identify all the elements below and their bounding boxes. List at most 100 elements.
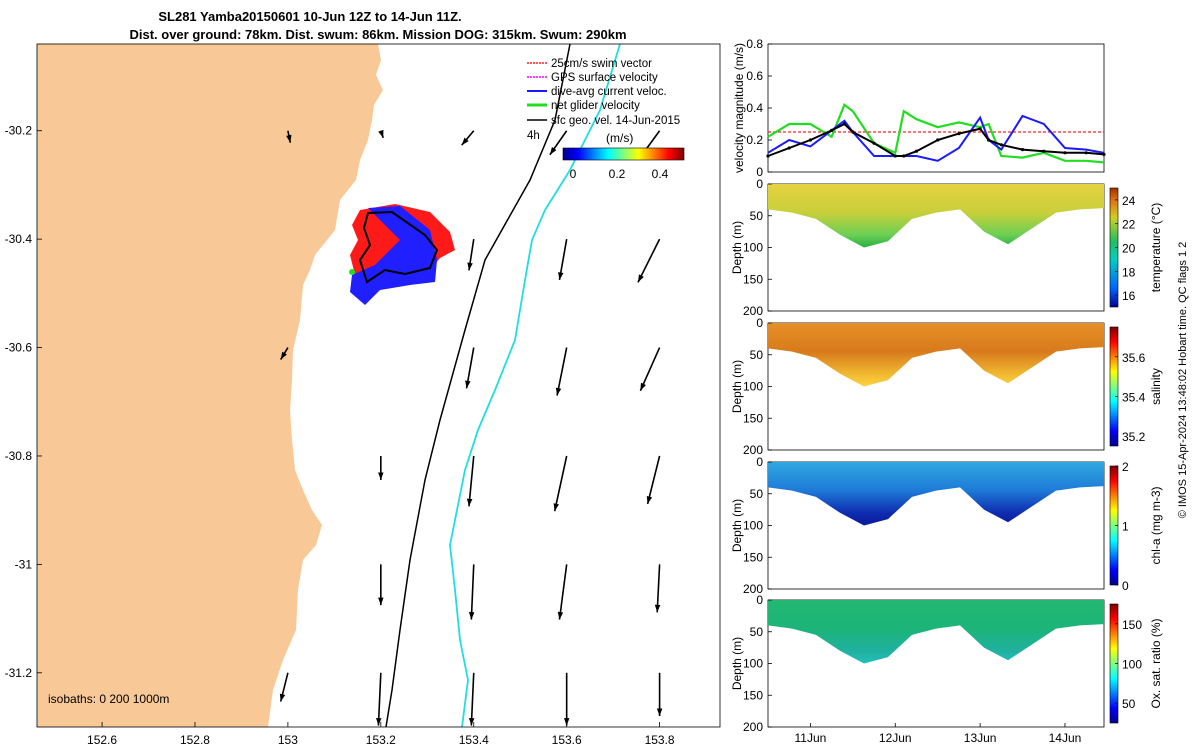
- map-y-tick-label: -31: [15, 557, 33, 571]
- geo-point: [999, 143, 1003, 147]
- section-ylabel: Depth (m): [730, 637, 744, 690]
- map-y-ticks: -30.2 -30.4 -30.6 -30.8 -31 -31.2: [5, 124, 42, 680]
- geo-velocity-arrow: [466, 455, 475, 507]
- section-ylabel: Depth (m): [730, 360, 744, 413]
- colorbar-tick-0: 0: [570, 167, 577, 181]
- section-y-tick-label: 100: [743, 241, 763, 255]
- legend-net: net glider velocity: [551, 100, 640, 112]
- section-y-tick-label: 0: [756, 316, 763, 330]
- geo-velocity-arrow: [558, 239, 568, 281]
- legend-swim: 25cm/s swim vector: [551, 58, 652, 70]
- section-y-tick-label: 50: [750, 487, 764, 501]
- section-x-tick-label: 14Jun: [1049, 731, 1082, 745]
- geo-point: [1084, 151, 1088, 155]
- geo-velocity-arrow: [654, 564, 661, 613]
- geo-velocity-arrow: [378, 455, 384, 480]
- geo-velocity-arrow: [378, 129, 384, 139]
- geo-velocity-arrow: [465, 347, 475, 389]
- title-line-1: SL281 Yamba20150601 10-Jun 12Z to 14-Jun…: [158, 9, 461, 24]
- section-ylabel: Depth (m): [730, 221, 744, 274]
- legend-current: dive-avg current veloc.: [551, 86, 667, 98]
- geo-point: [766, 154, 770, 158]
- map-x-tick-label: 153.6: [552, 733, 582, 747]
- map-x-tick-label: 153.8: [645, 733, 675, 747]
- map-colorbar: [562, 147, 685, 161]
- geo-velocity-arrows: [279, 129, 663, 726]
- map-legend: 25cm/s swim vector GPS surface velocity …: [527, 58, 685, 181]
- colorbar-tick-label: 35.4: [1122, 390, 1146, 404]
- velocity-series-net: [767, 103, 1105, 164]
- geo-point: [936, 138, 940, 142]
- geo-point: [902, 154, 906, 158]
- map-y-tick-label: -30.2: [5, 124, 33, 138]
- geo-point: [1063, 151, 1067, 155]
- geo-point: [1020, 148, 1025, 152]
- velocity-series-geo: [767, 122, 1105, 157]
- land-coastline: [37, 44, 383, 727]
- velocity-panel: 0 0.2 0.4 0.6 0.8 velocity magnitude (m/s): [732, 37, 1106, 179]
- map-panel: 152.6 152.8 153 153.2 153.4 153.6 153.8 -30.2-…: [5, 43, 721, 747]
- map-x-ticks: 152.6 152.8 153 153.2 153.4 153.6 153.8: [87, 722, 675, 747]
- geo-velocity-arrow: [461, 130, 475, 146]
- section-y-tick-label: 150: [743, 411, 763, 425]
- section-field: [768, 600, 1104, 664]
- legend-note: 4h: [527, 130, 540, 142]
- geo-velocity-arrow: [557, 564, 568, 620]
- section-y-tick-label: 50: [750, 209, 764, 223]
- map-y-tick-label: -30.4: [5, 232, 33, 246]
- section-y-tick-label: 100: [743, 380, 763, 394]
- geo-velocity-arrow: [637, 238, 661, 283]
- section-y-tick-label: 0: [756, 593, 763, 607]
- geo-point: [787, 146, 791, 150]
- section-y-tick-label: 50: [750, 625, 764, 639]
- geo-velocity-arrow: [656, 672, 663, 716]
- colorbar-tick-label: 18: [1122, 265, 1136, 279]
- section-ylabel: Depth (m): [730, 499, 744, 552]
- section-colorbar-label: Ox. sat. ratio (%): [1149, 618, 1163, 708]
- map-x-tick-label: 152.8: [180, 733, 210, 747]
- section-x-tick-label: 13Jun: [964, 731, 997, 745]
- map-x-tick-label: 153.4: [459, 733, 489, 747]
- glider-track: [349, 204, 455, 305]
- section-colorbar-label: salinity: [1149, 368, 1163, 405]
- legend-gps: GPS surface velocity: [551, 72, 658, 84]
- geo-point: [842, 122, 846, 126]
- section-panel-salinity: 0 50 100 150 200 Depth (m) 35.6 35.4 35.2 salinit…: [730, 316, 1163, 457]
- section-y-tick-label: 100: [743, 519, 763, 533]
- geo-velocity-arrow: [378, 564, 384, 606]
- geo-velocity-arrow: [555, 347, 568, 396]
- section-y-tick-label: 200: [743, 304, 763, 318]
- geo-velocity-arrow: [286, 130, 292, 143]
- section-x-tick-label: 12Jun: [879, 731, 912, 745]
- section-field: [768, 184, 1104, 248]
- colorbar-label: (m/s): [606, 131, 633, 145]
- section-y-tick-label: 150: [743, 272, 763, 286]
- colorbar-tick-label: 150: [1122, 618, 1142, 632]
- legend-geo: sfc geo. vel. 14-Jun-2015: [551, 115, 680, 127]
- map-y-tick-label: -30.8: [5, 449, 33, 463]
- section-y-tick-label: 50: [750, 348, 764, 362]
- section-y-tick-label: 0: [756, 455, 763, 469]
- geo-point: [987, 138, 991, 142]
- geo-velocity-arrow: [279, 672, 289, 702]
- section-y-tick-label: 150: [743, 688, 763, 702]
- isobaths-label: isobaths: 0 200 1000m: [48, 692, 169, 706]
- section-y-tick-label: 150: [743, 550, 763, 564]
- section-colorbar: [1109, 326, 1119, 447]
- velocity-y-tick-label: 0.4: [746, 101, 763, 115]
- section-y-tick-label: 100: [743, 657, 763, 671]
- colorbar-tick-label: 35.6: [1122, 351, 1146, 365]
- geo-point: [978, 127, 982, 131]
- geo-velocity-arrow: [467, 239, 475, 271]
- map-x-tick-label: 153.2: [366, 733, 396, 747]
- copyright-note: © IMOS 15-Apr-2024 13:48:02 Hobart time.…: [1177, 242, 1189, 519]
- geo-velocity-arrow: [468, 564, 475, 620]
- section-y-tick-label: 0: [756, 177, 763, 191]
- geo-point: [914, 149, 919, 153]
- geo-velocity-arrow: [280, 347, 289, 360]
- geo-velocity-arrow: [468, 672, 475, 726]
- colorbar-tick-label: 20: [1122, 242, 1136, 256]
- title-line-2: Dist. over ground: 78km. Dist. swum: 86k…: [129, 27, 626, 42]
